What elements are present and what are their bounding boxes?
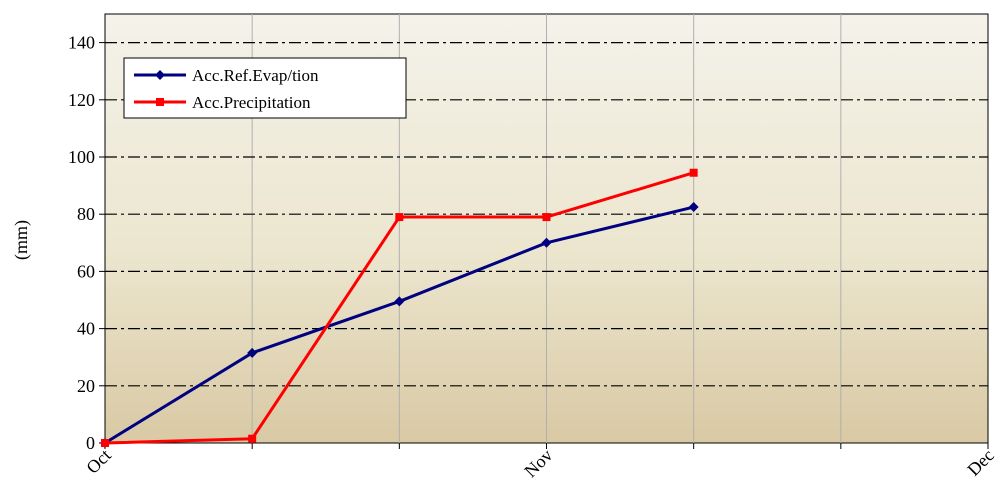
legend-marker	[155, 70, 165, 80]
legend: Acc.Ref.Evap/tion Acc.Precipitation	[123, 57, 407, 119]
y-tick-label: 40	[77, 319, 95, 339]
data-point	[247, 347, 258, 358]
series-layer	[100, 168, 699, 448]
legend-marker	[156, 98, 164, 106]
legend-box	[123, 57, 407, 119]
x-tick-label: Nov	[520, 445, 556, 481]
data-point	[542, 213, 551, 222]
y-tick-label: 60	[77, 261, 95, 281]
legend-label: Acc.Precipitation	[192, 93, 311, 112]
y-tick-label: 80	[77, 204, 95, 224]
y-tick-label: 20	[77, 376, 95, 396]
y-tick-label: 120	[68, 90, 95, 110]
y-axis-label: (mm)	[11, 220, 32, 260]
y-tick-label: 140	[68, 33, 95, 53]
data-point	[689, 168, 698, 177]
x-tick-label: Dec	[963, 445, 998, 480]
legend-label: Acc.Ref.Evap/tion	[192, 66, 319, 85]
data-point	[541, 237, 552, 248]
data-point	[394, 296, 405, 307]
data-point	[248, 434, 257, 443]
series-2	[101, 168, 698, 447]
y-tick-label: 100	[68, 147, 95, 167]
data-point	[395, 213, 404, 222]
y-axis-ticks: 0 20 40 60 80 100 120 140	[68, 33, 105, 453]
y-tick-label: 0	[86, 433, 95, 453]
data-point	[688, 202, 699, 213]
data-point	[101, 439, 109, 447]
x-axis-ticks: Oct Nov Dec	[82, 443, 998, 481]
